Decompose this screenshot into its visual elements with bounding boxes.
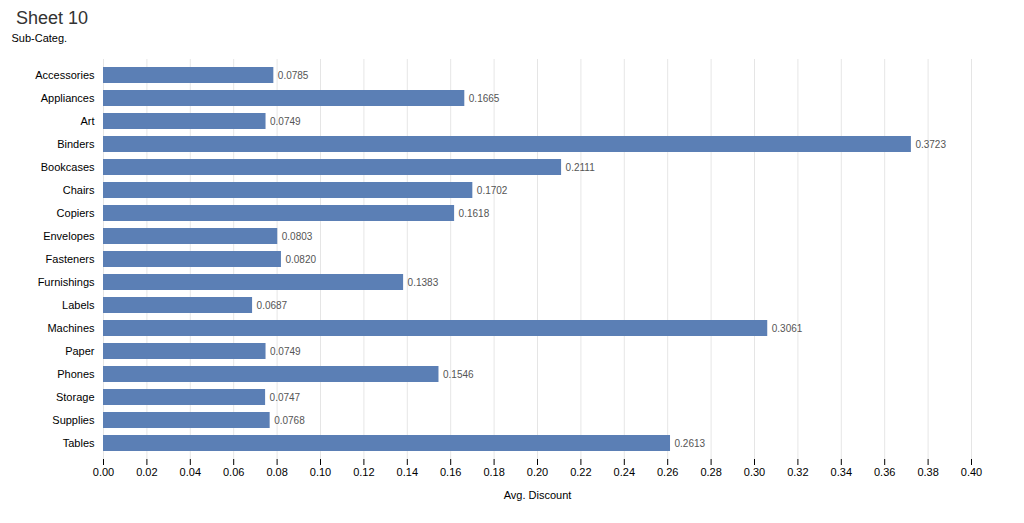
svg-text:0.10: 0.10 (310, 466, 331, 478)
svg-text:Tables: Tables (63, 437, 95, 449)
svg-text:0.1383: 0.1383 (408, 277, 439, 288)
svg-text:Binders: Binders (57, 138, 95, 150)
svg-text:Appliances: Appliances (41, 92, 95, 104)
svg-text:Phones: Phones (57, 368, 95, 380)
svg-text:0.18: 0.18 (483, 466, 504, 478)
svg-text:Art: Art (80, 115, 94, 127)
svg-text:0.3723: 0.3723 (915, 139, 946, 150)
svg-text:0.32: 0.32 (787, 466, 808, 478)
svg-text:0.30: 0.30 (744, 466, 765, 478)
svg-text:0.36: 0.36 (874, 466, 895, 478)
svg-text:Furnishings: Furnishings (38, 276, 95, 288)
svg-text:0.00: 0.00 (93, 466, 114, 478)
svg-text:0.20: 0.20 (527, 466, 548, 478)
svg-text:Paper: Paper (65, 345, 95, 357)
svg-text:0.24: 0.24 (614, 466, 635, 478)
svg-text:Accessories: Accessories (35, 69, 95, 81)
svg-text:0.08: 0.08 (266, 466, 287, 478)
svg-text:Storage: Storage (56, 391, 95, 403)
svg-text:Sub-Categ.: Sub-Categ. (12, 32, 68, 44)
svg-text:0.14: 0.14 (397, 466, 418, 478)
svg-text:0.1665: 0.1665 (469, 93, 500, 104)
svg-text:0.38: 0.38 (917, 466, 938, 478)
svg-text:0.22: 0.22 (570, 466, 591, 478)
svg-text:Supplies: Supplies (52, 414, 95, 426)
svg-text:0.06: 0.06 (223, 466, 244, 478)
svg-text:Copiers: Copiers (57, 207, 95, 219)
svg-text:Avg. Discount: Avg. Discount (504, 489, 572, 501)
svg-text:0.04: 0.04 (180, 466, 201, 478)
svg-text:0.2111: 0.2111 (566, 162, 596, 173)
svg-text:0.0687: 0.0687 (257, 300, 288, 311)
svg-text:Labels: Labels (62, 299, 95, 311)
svg-text:0.0747: 0.0747 (270, 392, 301, 403)
svg-text:0.1618: 0.1618 (459, 208, 490, 219)
svg-text:0.26: 0.26 (657, 466, 678, 478)
svg-text:0.28: 0.28 (700, 466, 721, 478)
svg-text:Envelopes: Envelopes (43, 230, 95, 242)
svg-text:0.02: 0.02 (136, 466, 157, 478)
svg-text:Fasteners: Fasteners (46, 253, 95, 265)
svg-text:Machines: Machines (47, 322, 95, 334)
svg-text:0.0749: 0.0749 (270, 116, 301, 127)
svg-text:Chairs: Chairs (63, 184, 95, 196)
svg-text:0.0768: 0.0768 (274, 415, 305, 426)
html-text:Sheet 10: Sheet 10 (16, 8, 89, 28)
svg-text:0.0749: 0.0749 (270, 346, 301, 357)
svg-text:0.1702: 0.1702 (477, 185, 508, 196)
svg-text:0.34: 0.34 (831, 466, 852, 478)
svg-text:0.1546: 0.1546 (443, 369, 474, 380)
svg-text:0.40: 0.40 (961, 466, 982, 478)
svg-text:0.12: 0.12 (353, 466, 374, 478)
svg-text:0.0803: 0.0803 (282, 231, 313, 242)
svg-text:0.0785: 0.0785 (278, 70, 309, 81)
svg-text:0.16: 0.16 (440, 466, 461, 478)
svg-text:0.0820: 0.0820 (285, 254, 316, 265)
svg-text:Bookcases: Bookcases (41, 161, 95, 173)
svg-text:0.2613: 0.2613 (675, 438, 706, 449)
svg-text:0.3061: 0.3061 (772, 323, 803, 334)
